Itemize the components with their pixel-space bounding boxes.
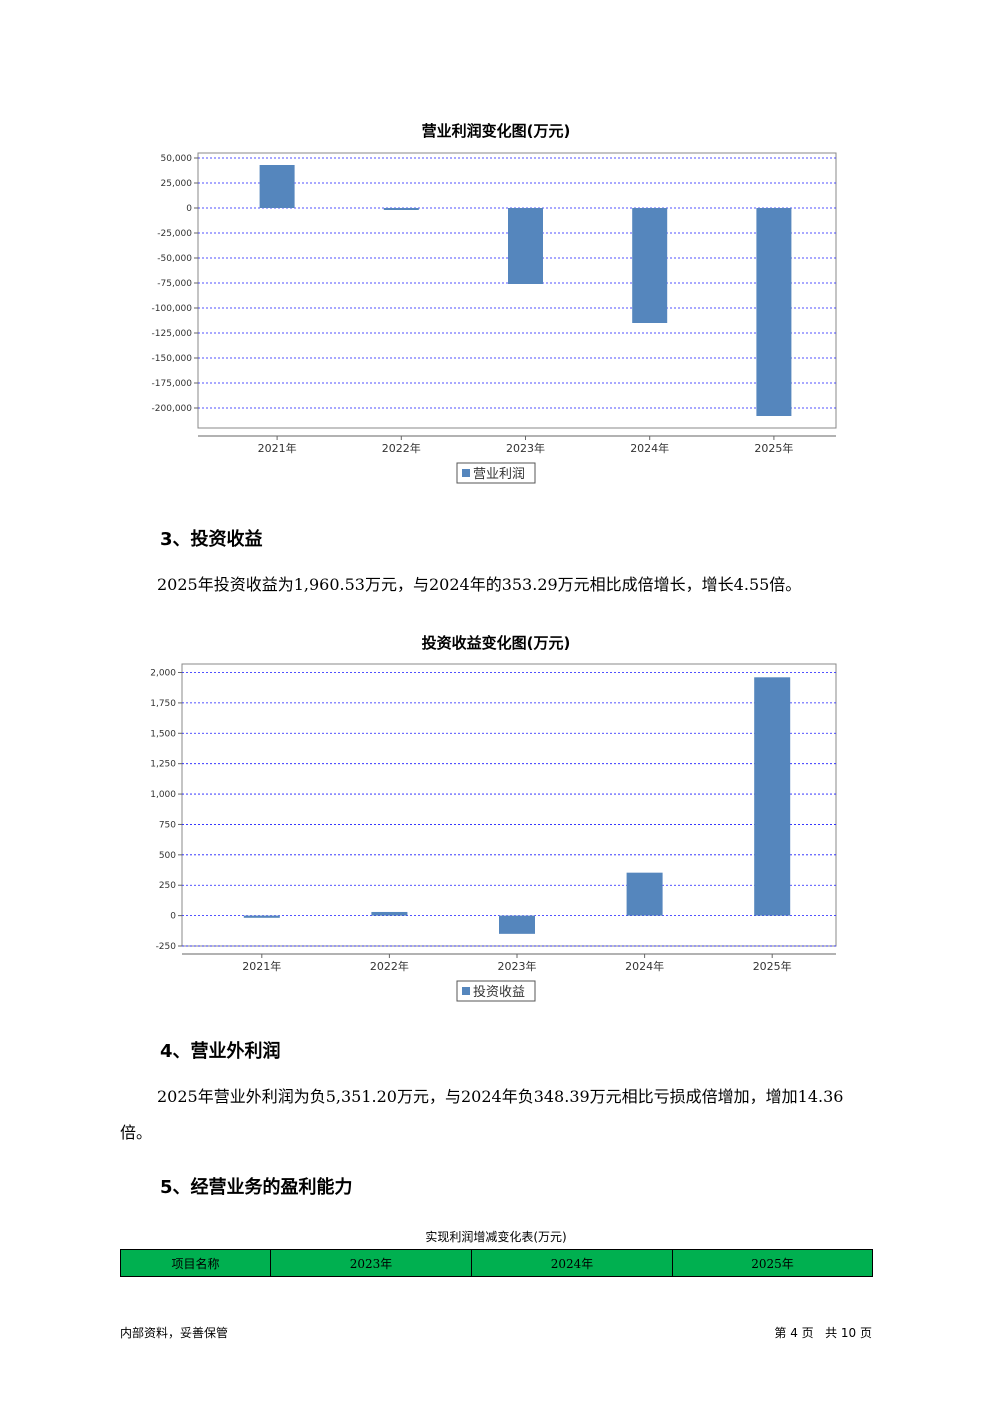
plot-area	[181, 663, 837, 947]
y-tick-label: 500	[159, 851, 176, 861]
y-tick-label: -125,000	[152, 329, 193, 339]
x-tick-label: 2023年	[506, 441, 545, 455]
section4-heading: 4、营业外利润	[160, 1041, 281, 1062]
page-number: 第 4 页 共 10 页	[774, 1326, 872, 1340]
y-tick-label: 1,000	[150, 790, 176, 800]
x-tick-label: 2021年	[242, 959, 281, 973]
x-tick-label: 2025年	[753, 959, 792, 973]
bar	[499, 915, 535, 934]
y-tick-label: -150,000	[152, 354, 193, 364]
bar	[259, 165, 295, 208]
section3-heading: 3、投资收益	[160, 529, 263, 550]
plot-area	[197, 152, 837, 429]
bar	[632, 208, 668, 323]
y-tick-label: 2,000	[150, 669, 176, 679]
y-tick-label: -100,000	[152, 304, 193, 314]
table-caption: 实现利润增减变化表(万元)	[425, 1230, 567, 1244]
legend-label: 投资收益	[473, 984, 525, 1000]
y-tick-label: 1,250	[150, 760, 176, 770]
chart1-title: 营业利润变化图(万元)	[421, 122, 571, 140]
x-tick-label: 2022年	[382, 441, 421, 455]
table-header-cell: 2024年	[471, 1249, 673, 1277]
y-tick-label: -50,000	[157, 254, 192, 264]
section4-paragraph-line2: 倍。	[120, 1123, 153, 1142]
table-header-row: 项目名称 2023年 2024年 2025年	[120, 1249, 873, 1277]
y-tick-label: 1,750	[150, 699, 176, 709]
x-tick-label: 2022年	[370, 959, 409, 973]
bar	[626, 872, 663, 916]
legend-box	[456, 462, 536, 484]
x-tick-label: 2024年	[630, 441, 669, 455]
bar	[754, 677, 791, 916]
x-tick-label: 2025年	[754, 441, 793, 455]
y-tick-label: 25,000	[161, 179, 193, 189]
x-tick-label: 2021年	[258, 441, 297, 455]
legend-label: 营业利润	[473, 467, 525, 482]
y-tick-label: 250	[159, 881, 176, 891]
operating-profit-chart: 50,000 25,000 0 -25,000 -50,000 -75,000 -100,0…	[152, 152, 837, 484]
table-header-cell: 项目名称	[120, 1249, 271, 1277]
footer-left: 内部资料，妥善保管	[120, 1326, 229, 1340]
y-tick-label: -200,000	[152, 404, 193, 414]
y-tick-label: 1,500	[150, 729, 176, 739]
y-tick-label: -25,000	[157, 229, 192, 239]
y-tick-label: 0	[170, 912, 176, 922]
chart2-title: 投资收益变化图(万元)	[421, 634, 571, 652]
bar	[756, 208, 792, 416]
y-tick-label: 50,000	[161, 154, 193, 164]
bar	[371, 911, 408, 916]
y-tick-label: -175,000	[152, 379, 193, 389]
bar	[508, 208, 543, 284]
legend: 营业利润	[456, 462, 536, 484]
y-tick-label: 0	[186, 204, 192, 214]
bar	[243, 915, 280, 918]
table-header-cell: 2023年	[270, 1249, 472, 1277]
profit-change-table: 项目名称 2023年 2024年 2025年	[120, 1249, 873, 1277]
x-tick-label: 2024年	[625, 959, 664, 973]
section3-paragraph: 2025年投资收益为1,960.53万元，与2024年的353.29万元相比成倍…	[157, 575, 802, 594]
legend-swatch	[462, 987, 470, 995]
x-tick-label: 2023年	[498, 959, 537, 973]
y-tick-label: -250	[156, 942, 177, 952]
section4-paragraph-line1: 2025年营业外利润为负5,351.20万元，与2024年负348.39万元相比…	[157, 1087, 844, 1106]
legend: 投资收益	[456, 980, 536, 1002]
table-header-cell: 2025年	[672, 1249, 873, 1277]
investment-income-chart: 2,000 1,750 1,500 1,250 1,000 750 500 250 0 -250 2…	[150, 663, 837, 1002]
legend-box	[456, 980, 536, 1002]
y-tick-label: -75,000	[157, 279, 192, 289]
bar	[383, 208, 419, 210]
section5-heading: 5、经营业务的盈利能力	[160, 1177, 353, 1198]
legend-swatch	[462, 469, 470, 477]
y-tick-label: 750	[159, 820, 176, 830]
